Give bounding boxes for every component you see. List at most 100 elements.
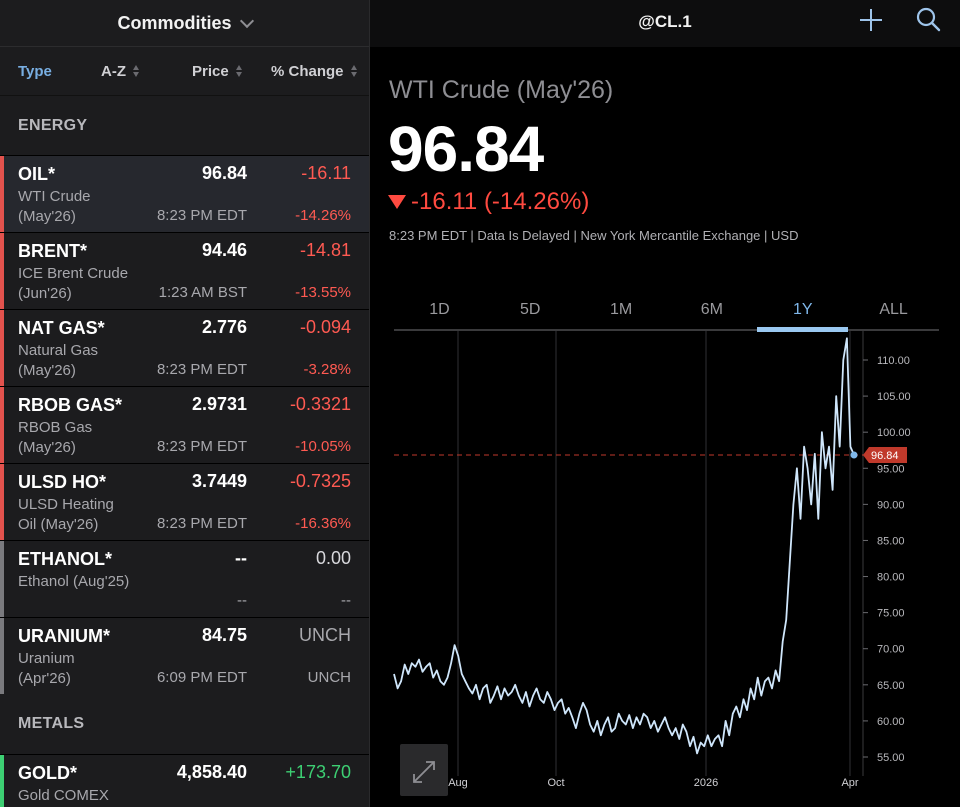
row-price: 94.46 [201, 240, 247, 260]
commodity-row-brent[interactable]: BRENT* ICE Brent Crude (Jun'26) 94.46 1:2… [0, 232, 369, 309]
row-change: UNCH [299, 625, 351, 645]
row-time: 8:23 PM EDT [156, 438, 247, 455]
row-name: RBOB Gas (May'26) [18, 419, 93, 456]
expand-icon[interactable] [400, 744, 448, 796]
row-indicator [0, 387, 4, 463]
commodity-row-ulsd[interactable]: ULSD HO* ULSD Heating Oil (May'26) 3.7449… [0, 463, 369, 540]
row-indicator [0, 541, 4, 617]
row-name: Uranium (Apr'26) [18, 650, 75, 687]
row-time: 6:09 PM EDT [156, 669, 247, 686]
row-pct: -13.55% [295, 284, 351, 301]
section-energy: ENERGY [0, 96, 369, 155]
range-tab-1y[interactable]: 1Y [757, 296, 848, 332]
row-price: 2.9731 [191, 394, 247, 414]
row-time: 8:23 PM EDT [156, 207, 247, 224]
y-tick-label: 75.00 [877, 608, 905, 620]
y-tick-label: 90.00 [877, 499, 905, 511]
row-symbol: OIL* [18, 164, 56, 184]
range-tab-5d[interactable]: 5D [520, 301, 541, 318]
range-tab-1d[interactable]: 1D [429, 301, 450, 318]
row-change: 0.00 [315, 548, 351, 568]
commodity-row-rbob[interactable]: RBOB GAS* RBOB Gas (May'26) 2.9731 8:23 P… [0, 386, 369, 463]
range-tab-all[interactable]: ALL [879, 301, 908, 318]
commodity-row-gold[interactable]: GOLD* Gold COMEX 4,858.40 +173.70 [0, 754, 369, 807]
row-price: 2.776 [201, 317, 247, 337]
row-price: -- [235, 548, 247, 568]
commodity-row-oil[interactable]: OIL* WTI Crude (May'26) 96.84 8:23 PM EDT… [0, 155, 369, 232]
sort-price-button[interactable]: Price [192, 63, 242, 80]
column-header: Type A-Z Price % Change [0, 47, 369, 96]
quote-symbol: @CL.1 [638, 12, 692, 31]
y-tick-label: 110.00 [877, 355, 910, 367]
row-change: -16.11 [301, 163, 351, 183]
row-change: -14.81 [299, 240, 351, 260]
commodity-row-ethanol[interactable]: ETHANOL* Ethanol (Aug'25) -- -- 0.00 -- [0, 540, 369, 617]
range-tab-6m[interactable]: 6M [700, 301, 724, 318]
quote-price: 96.84 [388, 113, 544, 185]
quote-change-text: -16.11 (-14.26%) [411, 188, 590, 215]
down-arrow-icon [388, 195, 406, 209]
row-price: 3.7449 [191, 471, 247, 491]
row-time: 8:23 PM EDT [156, 515, 247, 532]
y-tick-label: 95.00 [877, 463, 905, 475]
y-tick-label: 80.00 [877, 572, 905, 584]
row-change: -0.3321 [289, 394, 351, 414]
row-symbol: GOLD* [18, 763, 78, 783]
quote-name: WTI Crude (May'26) [389, 76, 614, 104]
commodity-row-uranium[interactable]: URANIUM* Uranium (Apr'26) 84.75 6:09 PM E… [0, 617, 369, 694]
x-tick-label: Aug [448, 777, 468, 789]
row-symbol: ETHANOL* [18, 549, 112, 569]
row-name: WTI Crude (May'26) [18, 188, 91, 225]
quote-meta: 8:23 PM EDT | Data Is Delayed | New York… [389, 228, 799, 243]
quote-header: @CL.1 [370, 0, 960, 47]
plus-icon[interactable] [858, 7, 884, 33]
y-tick-label: 65.00 [877, 680, 905, 692]
x-tick-label: 2026 [694, 777, 718, 789]
row-pct: -3.28% [303, 361, 351, 378]
row-symbol: BRENT* [18, 241, 88, 261]
row-pct: -10.05% [295, 438, 351, 455]
sort-az-button[interactable]: A-Z [101, 63, 139, 80]
row-price: 84.75 [201, 625, 247, 645]
search-icon[interactable] [915, 6, 941, 32]
y-tick-label: 55.00 [877, 752, 905, 764]
row-indicator [0, 755, 4, 807]
row-name: ICE Brent Crude (Jun'26) [18, 265, 129, 302]
row-pct: -14.26% [295, 207, 351, 224]
sort-type-button[interactable]: Type [18, 62, 52, 80]
y-tick-label: 105.00 [877, 391, 911, 403]
row-pct: -16.36% [295, 515, 351, 532]
row-indicator [0, 233, 4, 309]
row-time: -- [237, 592, 247, 609]
panel-title: Commodities [117, 12, 232, 33]
chevron-down-icon [239, 13, 254, 28]
price-series-line [393, 337, 855, 755]
range-tabs: 1D 5D 1M 6M 1Y ALL [394, 296, 939, 332]
sort-arrows-icon [235, 65, 242, 77]
row-indicator [0, 156, 4, 232]
row-pct: UNCH [307, 669, 351, 686]
commodity-row-natgas[interactable]: NAT GAS* Natural Gas (May'26) 2.776 8:23 … [0, 309, 369, 386]
row-time: 1:23 AM BST [158, 284, 247, 301]
commodities-dropdown[interactable]: Commodities [0, 0, 369, 47]
sort-arrows-icon [350, 65, 357, 77]
row-name: ULSD Heating Oil (May'26) [18, 496, 114, 533]
row-price: 4,858.40 [176, 762, 247, 782]
y-tick-label: 85.00 [877, 535, 905, 547]
x-tick-label: Apr [841, 777, 858, 789]
x-tick-label: Oct [547, 777, 564, 789]
commodities-panel: Commodities Type A-Z Price % Change ENER… [0, 0, 369, 807]
row-pct: -- [341, 592, 351, 609]
last-price-marker [850, 451, 858, 459]
price-chart: Aug Oct 2026 Apr 55.00 60.00 65.00 70.00 75.00 80… [393, 331, 911, 789]
range-tab-1m[interactable]: 1M [609, 301, 633, 318]
quote-detail-panel: @CL.1 WTI Crude (May'26) 96.84 -16.11 (-… [369, 0, 960, 807]
last-price-label: 96.84 [871, 450, 899, 462]
row-name: Natural Gas (May'26) [18, 342, 99, 379]
row-symbol: ULSD HO* [18, 472, 107, 492]
section-metals: METALS [0, 694, 369, 754]
row-symbol: RBOB GAS* [18, 395, 123, 415]
sort-change-button[interactable]: % Change [271, 63, 357, 80]
sort-arrows-icon [133, 65, 139, 77]
sort-price-label: Price [192, 62, 229, 80]
